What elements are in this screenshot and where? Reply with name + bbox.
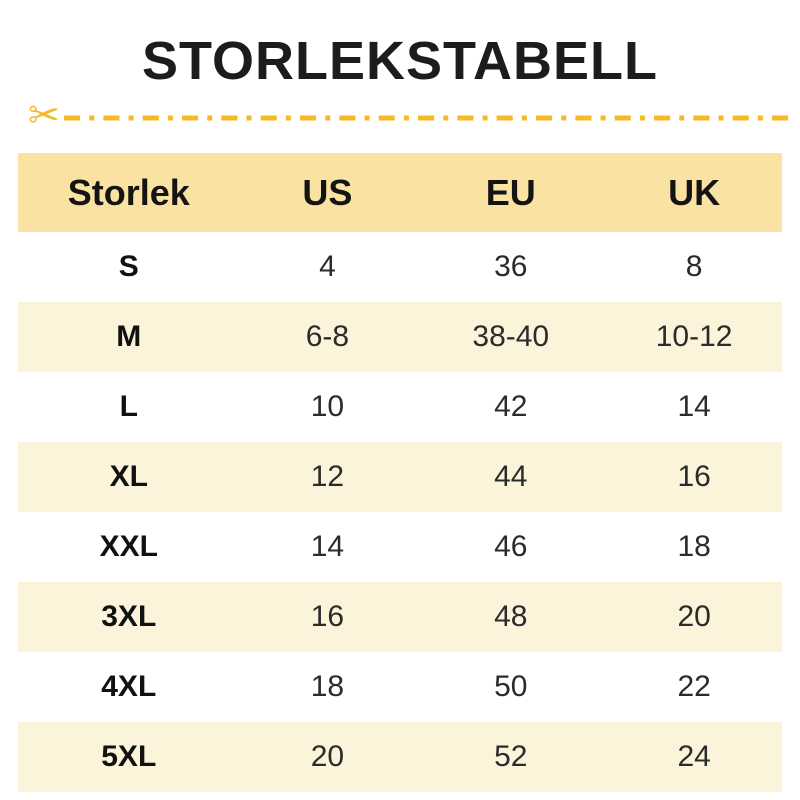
column-header-uk: UK [668, 171, 721, 213]
cell-uk: 14 [677, 390, 711, 423]
cell-size: L [119, 390, 138, 423]
cell-uk: 24 [677, 740, 711, 773]
table-row: S 4 36 8 [18, 232, 782, 302]
cut-line: ✂ [28, 95, 790, 137]
cell-eu: 52 [494, 740, 528, 773]
cell-size: S [118, 250, 139, 283]
table-row: 5XL 20 52 24 [18, 722, 782, 792]
cell-size: M [116, 320, 142, 353]
table-header-row: Storlek US EU UK [18, 153, 782, 232]
cell-uk: 16 [677, 460, 711, 493]
page-title: STORLEKSTABELL [141, 31, 658, 91]
cell-us: 12 [310, 460, 345, 493]
cell-us: 14 [310, 530, 345, 563]
column-header-us: US [302, 171, 353, 213]
size-table: Storlek US EU UK S 4 36 8 M 6-8 38-40 10-12 L 10 4… [18, 153, 782, 792]
cell-eu: 36 [494, 250, 528, 283]
cell-eu: 46 [494, 530, 528, 563]
cell-eu: 50 [494, 670, 528, 703]
table-body: S 4 36 8 M 6-8 38-40 10-12 L 10 42 14 XL 12 44 16 XXL 14 4… [18, 232, 782, 792]
cell-us: 18 [310, 670, 345, 703]
cell-us: 10 [310, 390, 345, 423]
cell-size: XXL [99, 530, 158, 563]
cell-us: 4 [319, 250, 336, 283]
cell-eu: 44 [494, 460, 528, 493]
cell-uk: 22 [677, 670, 711, 703]
cell-size: 4XL [101, 670, 157, 703]
scissors-icon: ✂ [28, 95, 60, 137]
cell-eu: 42 [494, 390, 528, 423]
table-row: XXL 14 46 18 [18, 512, 782, 582]
cell-eu: 48 [494, 600, 528, 633]
table-row: XL 12 44 16 [18, 442, 782, 512]
cell-uk: 10-12 [655, 320, 733, 353]
cell-us: 16 [310, 600, 345, 633]
table-row: 3XL 16 48 20 [18, 582, 782, 652]
dashed-line [63, 115, 790, 121]
table-row: L 10 42 14 [18, 372, 782, 442]
cell-size: XL [109, 460, 148, 493]
column-header-storlek: Storlek [67, 171, 190, 213]
cell-uk: 18 [677, 530, 711, 563]
column-header-eu: EU [485, 171, 536, 213]
cell-us: 20 [310, 740, 345, 773]
cell-uk: 8 [685, 250, 703, 283]
cell-eu: 38-40 [472, 320, 550, 353]
cell-size: 5XL [101, 740, 157, 773]
table-row: 4XL 18 50 22 [18, 652, 782, 722]
cell-uk: 20 [677, 600, 711, 633]
table-row: M 6-8 38-40 10-12 [18, 302, 782, 372]
cell-us: 6-8 [305, 320, 350, 353]
cell-size: 3XL [101, 600, 157, 633]
